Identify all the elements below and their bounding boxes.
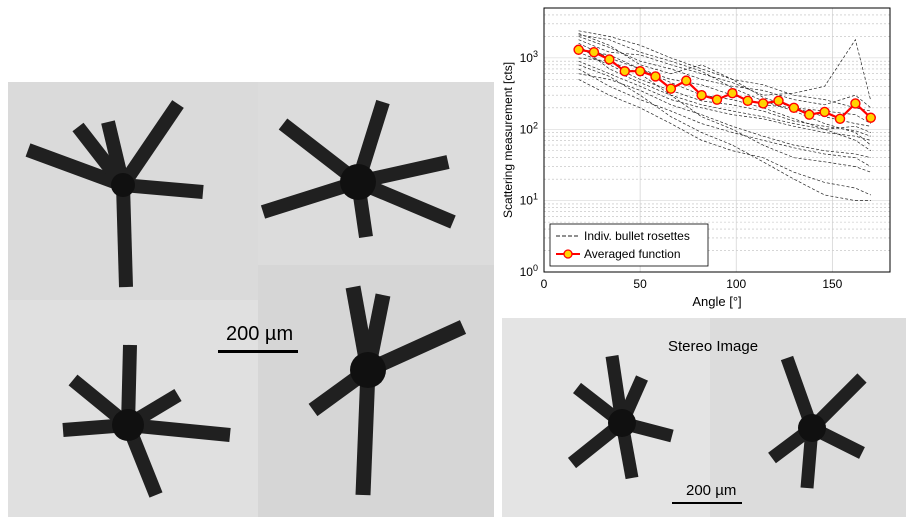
y-axis-label: Scattering measurement [cts]	[501, 62, 515, 218]
legend-box	[549, 223, 709, 267]
indiv-rosette-line	[578, 60, 871, 141]
legend-avg-marker	[563, 249, 573, 259]
bullet-rosette-image	[308, 285, 467, 496]
indiv-rosette-line	[578, 34, 872, 146]
bullet-rosette-image	[260, 99, 456, 239]
stereo-image-title: Stereo Image	[668, 338, 759, 355]
avg-point	[742, 95, 753, 107]
y-tick-label: 102	[520, 120, 538, 136]
scale-bar	[218, 350, 298, 353]
bullet-rosette-image	[25, 100, 204, 288]
avg-point	[819, 106, 830, 118]
avg-point	[665, 83, 677, 94]
indiv-rosette-line	[578, 49, 871, 151]
avg-point	[619, 66, 630, 77]
avg-point	[573, 44, 584, 55]
avg-point	[681, 75, 692, 86]
x-axis-label: Angle [°]	[692, 294, 741, 309]
x-tick-label: 100	[726, 277, 746, 291]
avg-point	[865, 112, 876, 123]
y-tick-label: 100	[520, 263, 538, 279]
chart-legend: Indiv. bullet rosettes Averaged function	[549, 223, 709, 267]
scattering-chart: 0 50 100 150 100 101 102 103 Angle [°] Scatteri…	[501, 7, 891, 309]
indiv-rosette-line	[578, 57, 871, 173]
rosette-photo-bottom-left	[8, 300, 260, 517]
plot-frame	[543, 7, 891, 273]
x-tick-label: 150	[822, 277, 842, 291]
avg-point	[788, 102, 800, 113]
indiv-rosette-line	[578, 45, 871, 133]
avg-point	[696, 90, 707, 101]
indiv-rosette-line	[578, 36, 872, 109]
scale-bar	[672, 502, 742, 504]
stereo-image-panel	[502, 318, 906, 517]
avg-point	[804, 109, 815, 120]
indiv-rosette-line	[578, 64, 871, 201]
avg-point	[711, 94, 723, 105]
avg-point	[834, 113, 846, 125]
legend-indiv-label: Indiv. bullet rosettes	[584, 229, 690, 243]
stereo-rosette-images	[567, 318, 906, 517]
indiv-rosette-line	[578, 68, 871, 167]
avg-point	[757, 98, 769, 109]
y-tick-label: 103	[520, 49, 538, 65]
indiv-rosette-line	[578, 33, 871, 127]
avg-point	[588, 47, 600, 58]
y-tick-label: 101	[520, 192, 538, 208]
scale-label: 200 µm	[686, 482, 737, 499]
legend-avg-label: Averaged function	[584, 247, 681, 261]
averaged-series	[573, 44, 876, 125]
indiv-rosette-line	[578, 79, 871, 196]
avg-point	[773, 95, 784, 107]
bullet-rosette-image	[62, 344, 231, 498]
rosette-photo-bottom-right	[258, 265, 494, 517]
avg-point	[850, 98, 861, 109]
avg-point	[634, 66, 646, 77]
avg-point	[604, 54, 615, 65]
indiv-rosette-line	[578, 51, 871, 137]
rosette-photo-top-right	[258, 82, 494, 267]
x-tick-label: 50	[633, 277, 647, 291]
x-tick-label: 0	[541, 277, 548, 291]
avg-point	[650, 71, 661, 82]
indiv-rosette-line	[578, 38, 872, 101]
chart-grid	[543, 7, 890, 273]
avg-point	[727, 88, 738, 99]
axis-ticks: 0 50 100 150 100 101 102 103	[520, 49, 843, 291]
scale-label: 200 µm	[226, 323, 294, 345]
rosette-photo-top-left	[8, 82, 260, 302]
